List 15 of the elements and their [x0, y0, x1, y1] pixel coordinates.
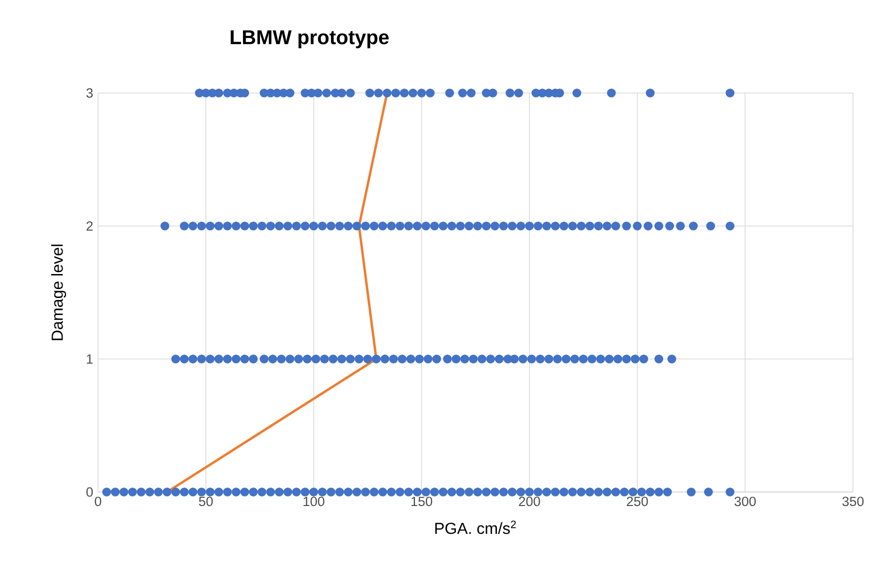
y-tick-label: 2: [86, 221, 93, 231]
x-tick-label: 100: [304, 496, 324, 506]
x-tick-label: 350: [842, 496, 864, 506]
x-tick-label: 250: [626, 496, 648, 506]
x-tick-label: 200: [518, 496, 540, 506]
y-tick-label: 1: [86, 354, 93, 364]
x-tick-label: 50: [198, 496, 213, 506]
chart-title: LBMW prototype: [230, 30, 389, 48]
y-axis-title: Damage level: [51, 244, 66, 340]
x-tick-label: 150: [411, 496, 432, 506]
x-axis-title: PGA. cm/s$^{2}$: [435, 520, 516, 534]
y-tick-label: 3: [86, 88, 93, 98]
y-tick-label: 0: [86, 487, 93, 497]
x-tick-label: 300: [734, 496, 756, 506]
x-tick-label: 0: [94, 496, 102, 506]
